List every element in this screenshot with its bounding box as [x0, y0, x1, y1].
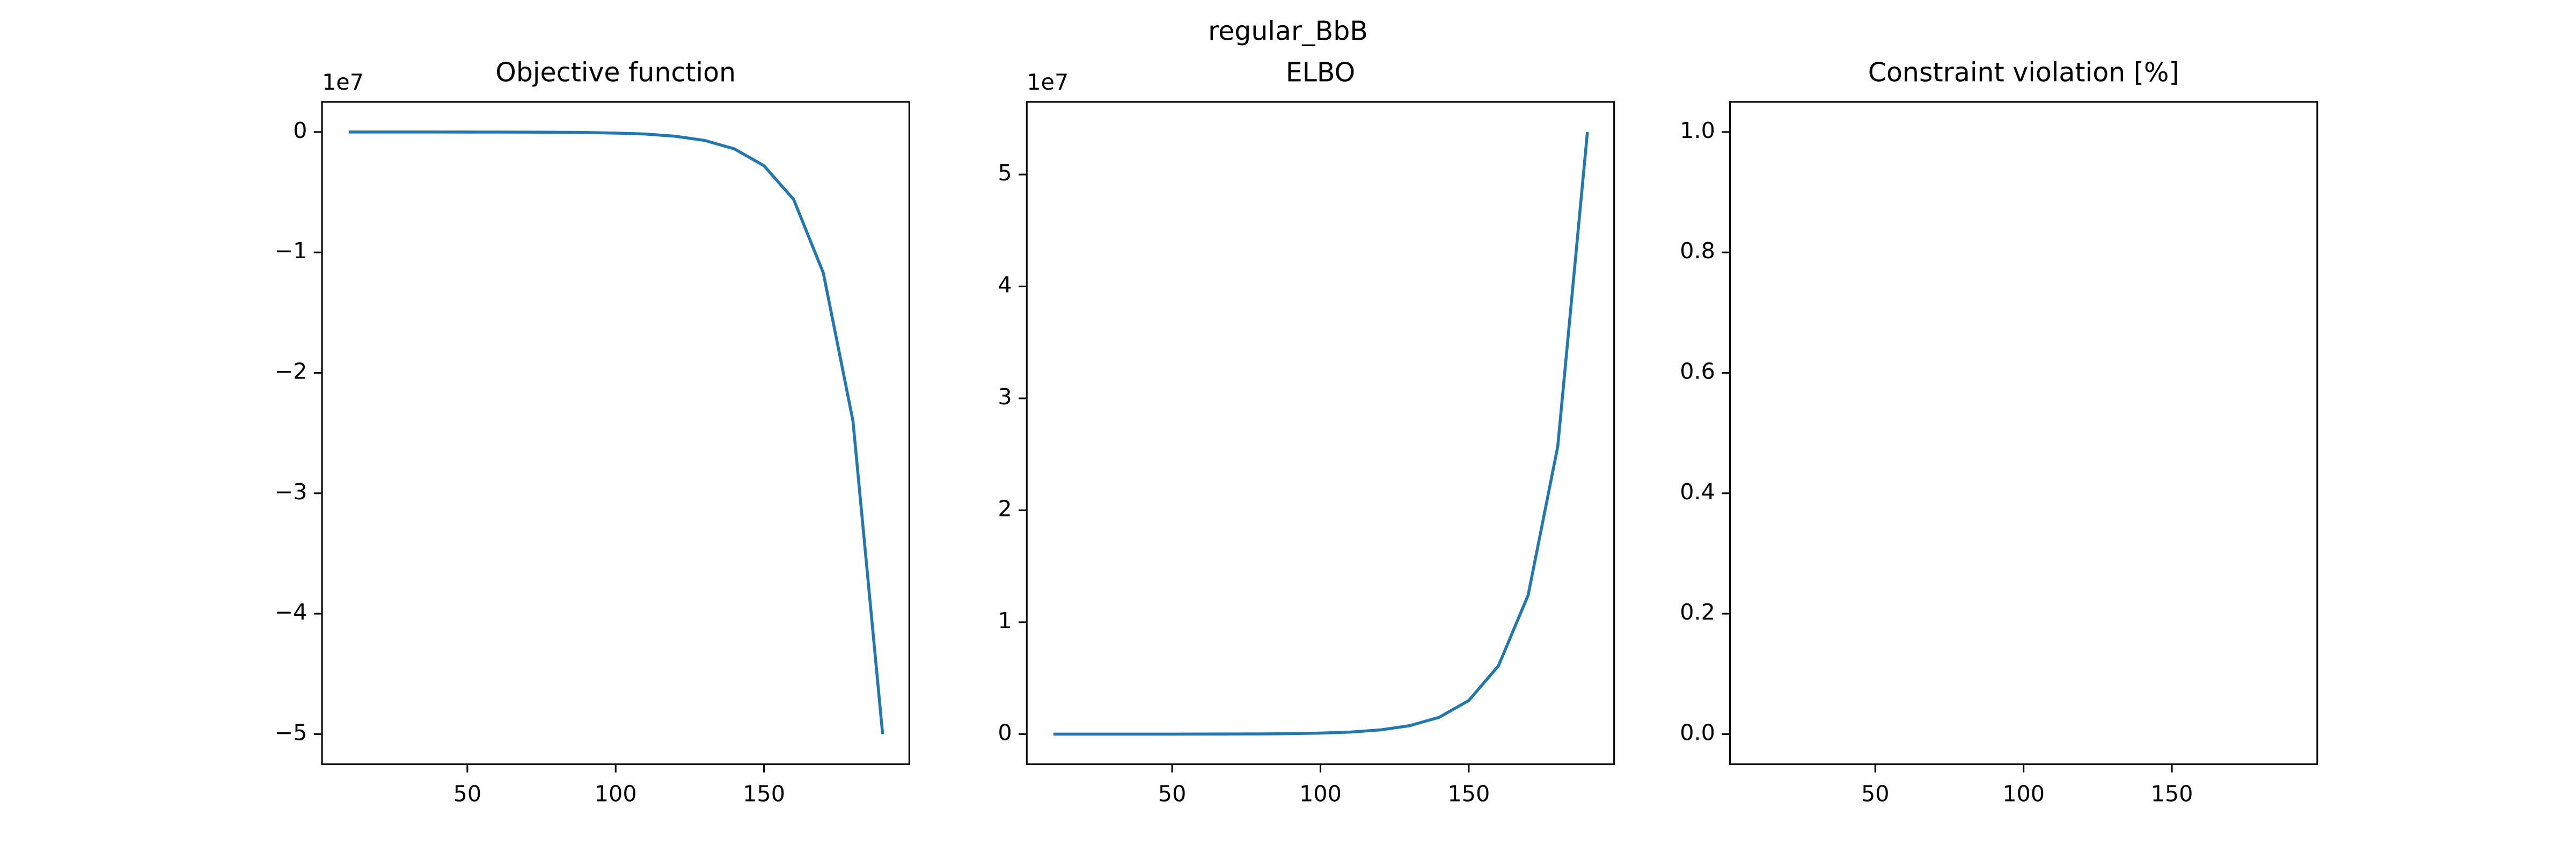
axes-frame — [1729, 101, 2318, 765]
y-tick-label: −1 — [275, 238, 308, 264]
y-tick-label: 0.4 — [1680, 479, 1715, 505]
y-tick-label: −5 — [275, 719, 308, 745]
y-tick-label: 0 — [998, 719, 1012, 745]
y-offset-label: 1e7 — [322, 69, 364, 95]
x-tick-label: 50 — [1861, 781, 1890, 807]
y-offset-label: 1e7 — [1027, 69, 1069, 95]
y-tick-label: 0.2 — [1680, 599, 1715, 625]
x-tick-label: 100 — [1299, 781, 1342, 807]
y-tick-label: 4 — [998, 272, 1012, 298]
y-tick-label: 0.6 — [1680, 358, 1715, 384]
y-tick-label: 0.8 — [1680, 238, 1715, 264]
y-tick-label: 0 — [293, 118, 307, 143]
y-tick-label: 2 — [998, 496, 1012, 521]
y-tick-label: −4 — [275, 599, 308, 625]
x-tick-label: 100 — [595, 781, 637, 807]
x-tick-label: 100 — [2002, 781, 2045, 807]
y-tick-label: 3 — [998, 384, 1012, 410]
axes-title: Constraint violation [%] — [1868, 57, 2179, 88]
y-tick-label: 1 — [998, 608, 1012, 634]
x-tick-label: 150 — [743, 781, 785, 807]
y-tick-label: 0.0 — [1680, 719, 1715, 745]
y-tick-label: 5 — [998, 160, 1012, 186]
line — [348, 130, 884, 734]
x-tick-label: 150 — [1447, 781, 1490, 807]
line — [1053, 132, 1589, 736]
axes-title: Objective function — [495, 57, 736, 88]
y-tick-label: −3 — [275, 479, 308, 505]
x-tick-label: 150 — [2151, 781, 2193, 807]
axes-title: ELBO — [1286, 57, 1356, 88]
x-tick-label: 50 — [1158, 781, 1187, 807]
y-tick-label: −2 — [275, 358, 308, 384]
axes-frame — [1026, 101, 1615, 765]
x-tick-label: 50 — [453, 781, 482, 807]
y-tick-label: 1.0 — [1680, 118, 1715, 143]
figure-title: regular_BbB — [1208, 16, 1368, 47]
axes-frame — [321, 101, 910, 765]
